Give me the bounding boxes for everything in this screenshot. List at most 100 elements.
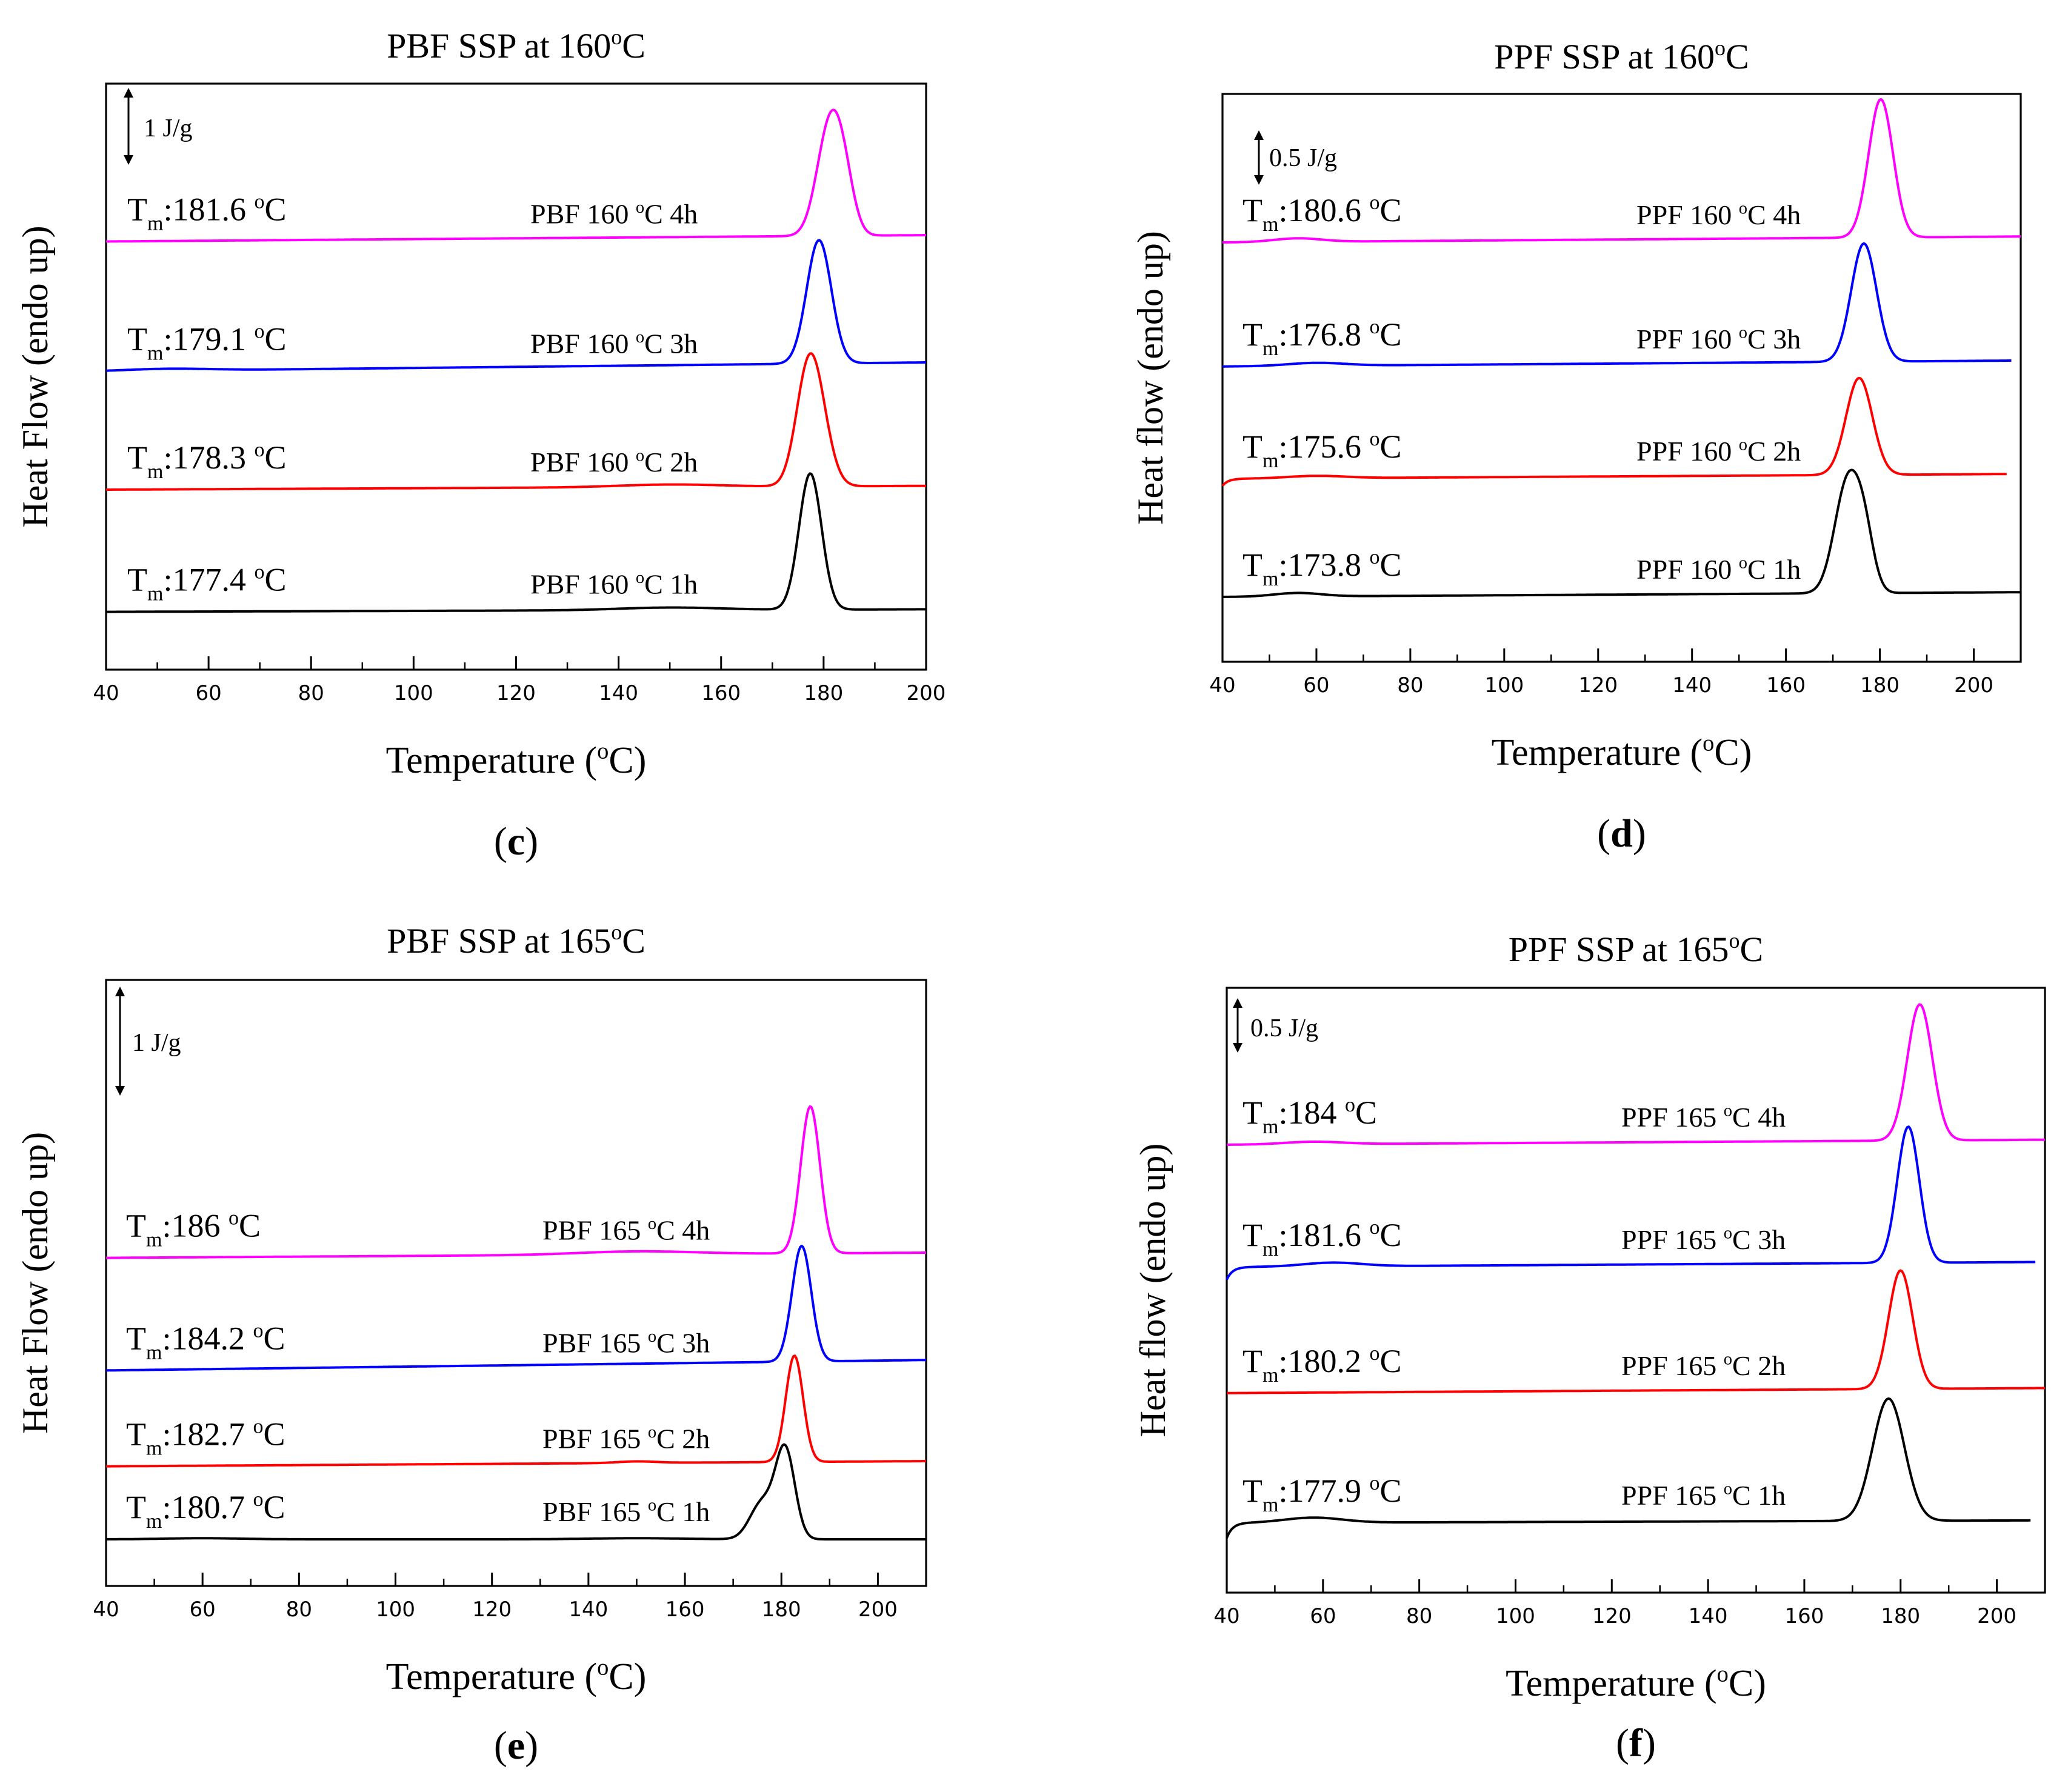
x-tick-label: 160	[1766, 673, 1806, 698]
series-line	[106, 472, 926, 613]
y-axis-label: Heat Flow (endo up)	[15, 225, 55, 527]
scale-bar-label: 0.5 J/g	[1269, 144, 1337, 172]
x-tick-label: 80	[298, 681, 324, 705]
series-4h: Tm:186 oC PBF 165 oC 4h	[106, 1105, 926, 1259]
tm-label: Tm:181.6 oC	[1242, 1216, 1402, 1261]
x-tick-label: 60	[1310, 1604, 1336, 1628]
x-tick-label: 100	[1484, 673, 1524, 698]
x-tick-label: 160	[701, 681, 741, 705]
y-axis-label: Heat flow (endo up)	[1130, 231, 1170, 525]
x-tick-label: 120	[1592, 1604, 1632, 1628]
panel-e: PBF SSP at 165oC 40 60 80 100 120 140 160 180 200…	[15, 920, 927, 1768]
scale-bar: 0.5 J/g	[1233, 998, 1318, 1053]
tm-label: Tm:180.6 oC	[1242, 192, 1402, 236]
series-name-label: PBF 165 oC 1h	[542, 1496, 710, 1527]
series-name-label: PPF 160 oC 1h	[1636, 554, 1801, 585]
x-tick-label: 80	[1406, 1604, 1432, 1628]
panel-label: (e)	[494, 1724, 538, 1768]
series-line	[1226, 1125, 2036, 1281]
x-tick-label: 180	[1860, 673, 1900, 698]
series-name-label: PBF 165 oC 3h	[542, 1327, 710, 1358]
scale-bar-arrow-down-icon	[1254, 175, 1264, 185]
tm-label: Tm:180.2 oC	[1242, 1342, 1402, 1387]
x-tick-label: 180	[804, 681, 843, 705]
x-tick-label: 140	[569, 1597, 608, 1622]
series-name-label: PBF 160 oC 3h	[530, 328, 698, 359]
panel-label: (d)	[1597, 811, 1646, 856]
series-line	[1226, 1269, 2046, 1394]
series-1h: Tm:177.4 oC PBF 160 oC 1h	[106, 472, 926, 613]
x-tick-label: 200	[1954, 673, 1993, 698]
series-name-label: PBF 160 oC 4h	[530, 198, 698, 229]
series-line	[106, 1105, 926, 1259]
x-tick-label: 160	[665, 1597, 705, 1622]
series-line	[106, 352, 926, 491]
x-tick-label: 120	[496, 681, 536, 705]
x-tick-label: 40	[1213, 1604, 1239, 1628]
series-name-label: PPF 160 oC 3h	[1636, 323, 1801, 354]
scale-bar-arrow-down-icon	[1233, 1043, 1242, 1053]
tm-label: Tm:177.9 oC	[1242, 1472, 1402, 1516]
x-tick-label: 180	[762, 1597, 801, 1622]
scale-bar-arrow-down-icon	[124, 155, 133, 165]
scale-bar-arrow-down-icon	[115, 1086, 125, 1096]
x-tick-label: 80	[286, 1597, 312, 1622]
x-tick-label: 80	[1397, 673, 1423, 698]
chart-title: PBF SSP at 165oC	[387, 920, 645, 961]
chart-title: PPF SSP at 165oC	[1509, 928, 1763, 969]
x-tick-label: 140	[1672, 673, 1712, 698]
series-2h: Tm:178.3 oC PBF 160 oC 2h	[106, 352, 926, 491]
series-line	[1222, 98, 2021, 244]
series-line	[106, 108, 926, 243]
scale-bar: 1 J/g	[124, 88, 193, 165]
tm-label: Tm:173.8 oC	[1242, 546, 1402, 590]
x-tick-label: 40	[1209, 673, 1235, 698]
series-4h: Tm:180.6 oC PPF 160 oC 4h	[1222, 98, 2021, 244]
panel-f: PPF SSP at 165oC 40 60 80 100 120 140 160 180 200…	[1133, 928, 2046, 1765]
series-line	[106, 1443, 926, 1541]
scale-bar-label: 1 J/g	[144, 115, 193, 142]
scale-bar-label: 0.5 J/g	[1250, 1014, 1318, 1042]
series-line	[1226, 1397, 2031, 1539]
x-tick-label: 60	[195, 681, 221, 705]
series-name-label: PBF 165 oC 2h	[542, 1423, 710, 1454]
series-line	[1222, 468, 2021, 598]
x-tick-label: 120	[472, 1597, 512, 1622]
x-tick-label: 200	[1977, 1604, 2016, 1628]
series-4h: Tm:181.6 oC PBF 160 oC 4h	[106, 108, 926, 243]
scale-bar-arrow-up-icon	[115, 987, 125, 996]
x-tick-label: 140	[599, 681, 638, 705]
scale-bar-label: 1 J/g	[132, 1029, 181, 1057]
x-tick-label: 100	[1496, 1604, 1535, 1628]
tm-label: Tm:176.8 oC	[1242, 316, 1402, 360]
plot-frame	[1221, 93, 2022, 663]
y-axis-label: Heat Flow (endo up)	[15, 1132, 55, 1434]
series-name-label: PPF 165 oC 2h	[1621, 1350, 1786, 1381]
series-line	[1221, 376, 2007, 487]
chart-title: PPF SSP at 160oC	[1494, 36, 1749, 76]
series-1h: Tm:173.8 oC PPF 160 oC 1h	[1222, 468, 2021, 598]
x-tick-label: 40	[93, 681, 119, 705]
y-axis-label: Heat flow (endo up)	[1133, 1144, 1173, 1437]
x-tick-label: 180	[1881, 1604, 1920, 1628]
series-1h: Tm:180.7 oC PBF 165 oC 1h	[106, 1443, 926, 1541]
tm-label: Tm:180.7 oC	[126, 1488, 285, 1533]
series-line	[106, 1354, 926, 1468]
x-axis: 40 60 80 100 120 140 160 180 200	[1209, 648, 1993, 698]
panel-label: (c)	[494, 819, 538, 864]
scale-bar-arrow-up-icon	[1254, 130, 1264, 140]
scale-bar-arrow-up-icon	[1233, 998, 1242, 1008]
series-2h: Tm:182.7 oC PBF 165 oC 2h	[106, 1354, 926, 1468]
tm-label: Tm:175.6 oC	[1242, 428, 1402, 472]
series-name-label: PPF 165 oC 4h	[1621, 1102, 1786, 1133]
x-tick-label: 40	[93, 1597, 119, 1622]
x-tick-label: 120	[1578, 673, 1618, 698]
scale-bar: 0.5 J/g	[1254, 130, 1337, 185]
panel-d: PPF SSP at 160oC 40 60 80 100 120 140 160 180 200…	[1130, 36, 2022, 856]
x-axis: 40 60 80 100 120 140 160 180 200	[1213, 1579, 2016, 1628]
x-axis-label: Temperature (oC)	[1492, 730, 1752, 773]
tm-label: Tm:182.7 oC	[126, 1416, 285, 1460]
x-axis-label: Temperature (oC)	[1506, 1661, 1766, 1704]
